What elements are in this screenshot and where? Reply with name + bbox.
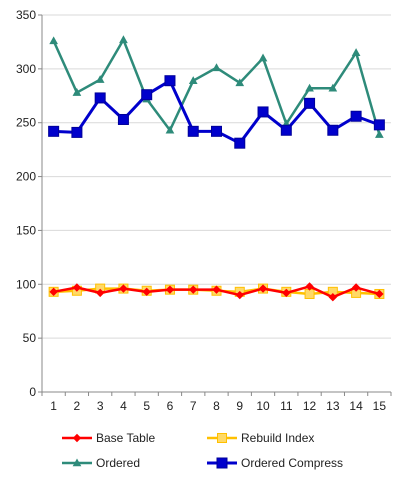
data-point-marker (188, 76, 198, 85)
legend-item-rebuild-index: Rebuild Index (207, 431, 314, 445)
legend-label: Rebuild Index (241, 431, 314, 445)
data-point-marker (164, 75, 176, 87)
data-point-marker (211, 125, 222, 137)
data-point-marker (217, 433, 227, 443)
data-point-marker (119, 35, 128, 44)
data-point-marker (305, 83, 314, 92)
x-tick-label: 9 (236, 399, 243, 413)
axes (38, 14, 392, 396)
series-ordered (49, 35, 384, 138)
data-point-marker (282, 288, 291, 298)
x-tick-label: 3 (97, 399, 104, 413)
legend: Base Table Rebuild Index Ordered Ordered Co… (62, 431, 343, 470)
legend-label: Ordered (96, 456, 140, 470)
x-tick-label: 4 (120, 399, 127, 413)
data-point-marker (165, 285, 175, 294)
data-point-marker (375, 130, 384, 138)
data-point-marker (117, 113, 129, 125)
series-lines (48, 35, 385, 302)
data-point-marker (235, 78, 245, 87)
data-point-marker (71, 126, 83, 138)
data-point-marker (235, 290, 244, 300)
x-tick-label: 1 (50, 399, 57, 413)
data-point-marker (119, 284, 128, 293)
x-tick-label: 10 (256, 399, 270, 413)
y-tick-label: 0 (29, 385, 36, 399)
x-tick-label: 2 (74, 399, 81, 413)
data-point-marker (95, 75, 105, 83)
legend-item-base-table: Base Table (62, 431, 155, 445)
data-point-marker (373, 119, 385, 131)
data-point-marker (305, 282, 314, 291)
y-tick-label: 200 (16, 170, 36, 184)
data-point-marker (49, 287, 58, 297)
legend-item-ordered-compress: Ordered Compress (207, 456, 343, 470)
x-tick-label: 7 (190, 399, 197, 413)
data-point-marker (328, 83, 338, 92)
data-point-marker (216, 457, 228, 469)
data-point-marker (304, 288, 315, 299)
series-ordered-compress (48, 75, 385, 149)
data-point-marker (280, 124, 292, 136)
data-point-marker (165, 125, 175, 134)
x-tick-label: 11 (280, 399, 293, 413)
x-tick-labels: 1 2 3 4 5 6 7 8 9 10 11 12 13 14 15 (50, 399, 386, 413)
data-point-marker (72, 88, 82, 96)
data-point-marker (258, 53, 268, 62)
data-point-marker (327, 124, 339, 136)
data-point-marker (258, 284, 268, 293)
legend-label: Ordered Compress (241, 456, 343, 470)
data-point-marker (187, 125, 199, 137)
data-point-marker (328, 293, 338, 302)
y-tick-label: 250 (16, 116, 36, 130)
data-point-marker (72, 433, 82, 443)
data-point-marker (72, 283, 82, 292)
y-tick-label: 300 (16, 62, 36, 76)
data-point-marker (141, 89, 153, 101)
data-point-marker (351, 48, 361, 56)
y-tick-label: 100 (16, 277, 36, 291)
x-tick-label: 14 (349, 399, 363, 413)
data-point-marker (257, 106, 269, 118)
y-tick-label: 50 (23, 331, 37, 345)
data-point-marker (350, 110, 362, 122)
data-point-marker (48, 125, 60, 137)
data-point-marker (95, 288, 105, 298)
x-tick-label: 5 (143, 399, 150, 413)
data-point-marker (304, 97, 316, 109)
x-tick-label: 12 (303, 399, 317, 413)
data-point-marker (189, 285, 198, 294)
data-point-marker (212, 63, 221, 72)
data-point-marker (351, 283, 361, 292)
series-line (52, 38, 381, 135)
legend-label: Base Table (96, 431, 155, 445)
data-point-marker (375, 289, 384, 299)
data-point-marker (72, 458, 82, 467)
y-tick-label: 150 (16, 223, 36, 237)
x-tick-label: 6 (167, 399, 174, 413)
x-tick-label: 8 (213, 399, 220, 413)
data-point-marker (212, 285, 221, 294)
data-point-marker (234, 137, 246, 149)
series-base-table (49, 282, 384, 302)
data-point-marker (49, 36, 58, 45)
data-point-marker (94, 92, 106, 104)
x-tick-label: 13 (326, 399, 340, 413)
x-tick-label: 15 (373, 399, 387, 413)
y-tick-label: 350 (16, 8, 36, 22)
y-tick-labels: 0 50 100 150 200 250 300 350 (16, 8, 36, 399)
legend-item-ordered: Ordered (62, 456, 140, 470)
data-point-marker (142, 287, 151, 297)
